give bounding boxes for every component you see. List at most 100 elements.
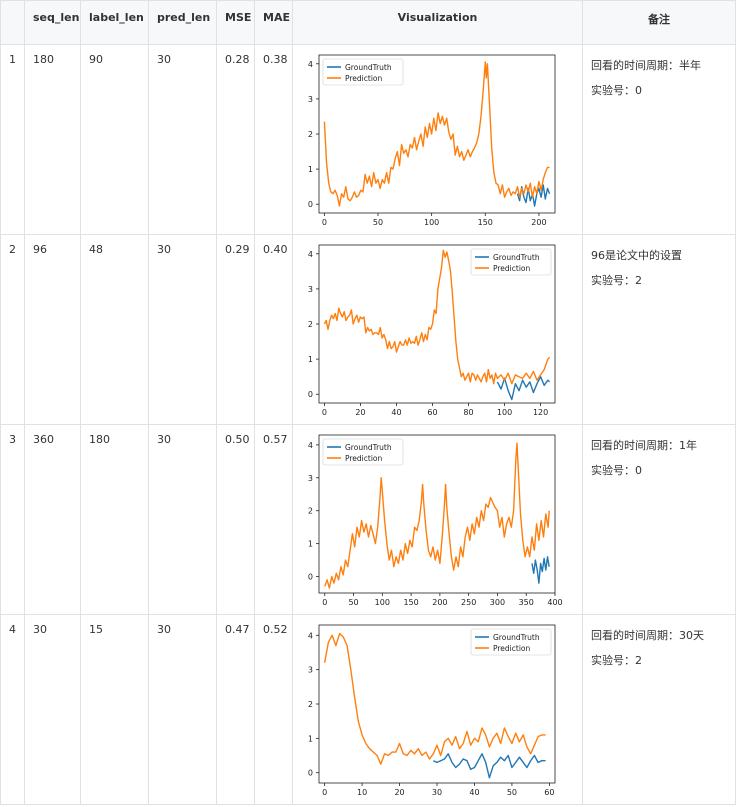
- legend-label: Prediction: [493, 644, 531, 653]
- forecast-chart: 0 1 2 3 4 0 50 100 150 200 GroundTruth Prediction: [308, 54, 556, 227]
- x-tick-label: 150: [403, 598, 418, 607]
- x-tick-label: 100: [497, 408, 512, 417]
- label-len-cell: 48: [80, 234, 149, 425]
- x-tick-label: 60: [427, 408, 437, 417]
- legend-label: GroundTruth: [345, 63, 392, 72]
- row-index: 3: [0, 424, 25, 615]
- x-tick-label: 40: [391, 408, 401, 417]
- x-tick-label: 0: [322, 598, 327, 607]
- x-tick-label: 200: [531, 218, 546, 227]
- chart-legend: GroundTruth Prediction: [322, 438, 404, 466]
- notes-cell: 96是论文中的设置 实验号：2: [582, 234, 736, 425]
- x-tick-label: 60: [544, 788, 554, 797]
- row-index: 1: [0, 44, 25, 235]
- y-tick-label: 4: [308, 60, 313, 69]
- prediction-line: [323, 249, 551, 385]
- y-tick-label: 0: [308, 200, 313, 209]
- forecast-chart: 0 1 2 3 4 0 50 100 150 200 250 300 350 400 GroundTruth…: [308, 434, 563, 607]
- mse-cell: 0.28: [216, 44, 255, 235]
- x-tick-label: 80: [463, 408, 473, 417]
- mae-cell: 0.40: [254, 234, 293, 425]
- y-tick-label: 2: [308, 320, 313, 329]
- notes-cell: 回看的时间周期：半年 实验号：0: [582, 44, 736, 235]
- y-tick-label: 4: [308, 441, 313, 450]
- mse-cell: 0.50: [216, 424, 255, 615]
- y-tick-label: 3: [308, 95, 313, 104]
- y-tick-label: 1: [308, 355, 313, 364]
- legend-box: [470, 628, 552, 656]
- x-tick-label: 100: [424, 218, 439, 227]
- y-tick-label: 3: [308, 285, 313, 294]
- prediction-line: [323, 61, 550, 207]
- legend-box: [322, 438, 404, 466]
- y-tick-label: 1: [308, 734, 313, 743]
- x-tick-label: 10: [357, 788, 367, 797]
- pred-len-cell: 30: [148, 614, 217, 805]
- table-row: 2 96 48 30 0.29 0.40 0 1 2 3 4 0 20 40 60 80 100 12…: [0, 234, 736, 425]
- header-seq-len: seq_len: [24, 0, 81, 45]
- note-lookback: 回看的时间周期：1年: [591, 439, 697, 452]
- notes-cell: 回看的时间周期：1年 实验号：0: [582, 424, 736, 615]
- y-tick-label: 0: [308, 769, 313, 778]
- chart-legend: GroundTruth Prediction: [470, 248, 552, 276]
- x-tick-label: 100: [375, 598, 390, 607]
- note-experiment: 实验号：0: [591, 84, 642, 97]
- row-index: 2: [0, 234, 25, 425]
- x-tick-label: 200: [432, 598, 447, 607]
- visualization-cell: 0 1 2 3 4 0 50 100 150 200 250 300 350 400 GroundTruth…: [292, 424, 583, 615]
- header-label-len: label_len: [80, 0, 149, 45]
- visualization-cell: 0 1 2 3 4 0 50 100 150 200 GroundTruth Prediction: [292, 44, 583, 235]
- row-index: 4: [0, 614, 25, 805]
- visualization-cell: 0 1 2 3 4 0 10 20 30 40 50 60 GroundTruth Prediction: [292, 614, 583, 805]
- x-tick-label: 30: [432, 788, 442, 797]
- legend-label: Prediction: [493, 264, 531, 273]
- ground-truth-line: [531, 556, 550, 584]
- pred-len-cell: 30: [148, 234, 217, 425]
- x-tick-label: 50: [373, 218, 383, 227]
- note-lookback: 回看的时间周期：半年: [591, 59, 701, 72]
- mse-cell: 0.29: [216, 234, 255, 425]
- ground-truth-line: [496, 375, 551, 401]
- mse-cell: 0.47: [216, 614, 255, 805]
- legend-label: GroundTruth: [345, 443, 392, 452]
- notes-cell: 回看的时间周期：30天 实验号：2: [582, 614, 736, 805]
- legend-label: Prediction: [345, 74, 383, 83]
- seq-len-cell: 30: [24, 614, 81, 805]
- x-tick-label: 0: [322, 408, 327, 417]
- pred-len-cell: 30: [148, 424, 217, 615]
- table-row: 4 30 15 30 0.47 0.52 0 1 2 3 4 0 10 20 30 40 50 60 G…: [0, 614, 736, 805]
- x-tick-label: 0: [322, 218, 327, 227]
- x-tick-label: 150: [478, 218, 493, 227]
- prediction-line: [324, 442, 550, 589]
- header-notes: 备注: [582, 0, 736, 45]
- header-pred-len: pred_len: [148, 0, 217, 45]
- note-setting: 96是论文中的设置: [591, 249, 682, 262]
- header-mse: MSE: [216, 0, 255, 45]
- legend-label: Prediction: [345, 454, 383, 463]
- y-tick-label: 1: [308, 540, 313, 549]
- x-tick-label: 20: [394, 788, 404, 797]
- y-tick-label: 2: [308, 507, 313, 516]
- mae-cell: 0.57: [254, 424, 293, 615]
- table-row: 3 360 180 30 0.50 0.57 0 1 2 3 4 0 50 100 150 200…: [0, 424, 736, 615]
- legend-label: GroundTruth: [493, 633, 540, 642]
- table-row: 1 180 90 30 0.28 0.38 0 1 2 3 4 0 50 100 150 200 G…: [0, 44, 736, 235]
- header-visualization: Visualization: [292, 0, 583, 45]
- header-mae: MAE: [254, 0, 293, 45]
- pred-len-cell: 30: [148, 44, 217, 235]
- legend-label: GroundTruth: [493, 253, 540, 262]
- note-experiment: 实验号：0: [591, 464, 642, 477]
- x-tick-label: 120: [533, 408, 548, 417]
- x-tick-label: 350: [519, 598, 534, 607]
- y-tick-label: 1: [308, 165, 313, 174]
- x-tick-label: 0: [322, 788, 327, 797]
- y-tick-label: 2: [308, 700, 313, 709]
- legend-box: [470, 248, 552, 276]
- label-len-cell: 15: [80, 614, 149, 805]
- x-tick-label: 40: [469, 788, 479, 797]
- x-tick-label: 300: [490, 598, 505, 607]
- mae-cell: 0.52: [254, 614, 293, 805]
- x-tick-label: 50: [507, 788, 517, 797]
